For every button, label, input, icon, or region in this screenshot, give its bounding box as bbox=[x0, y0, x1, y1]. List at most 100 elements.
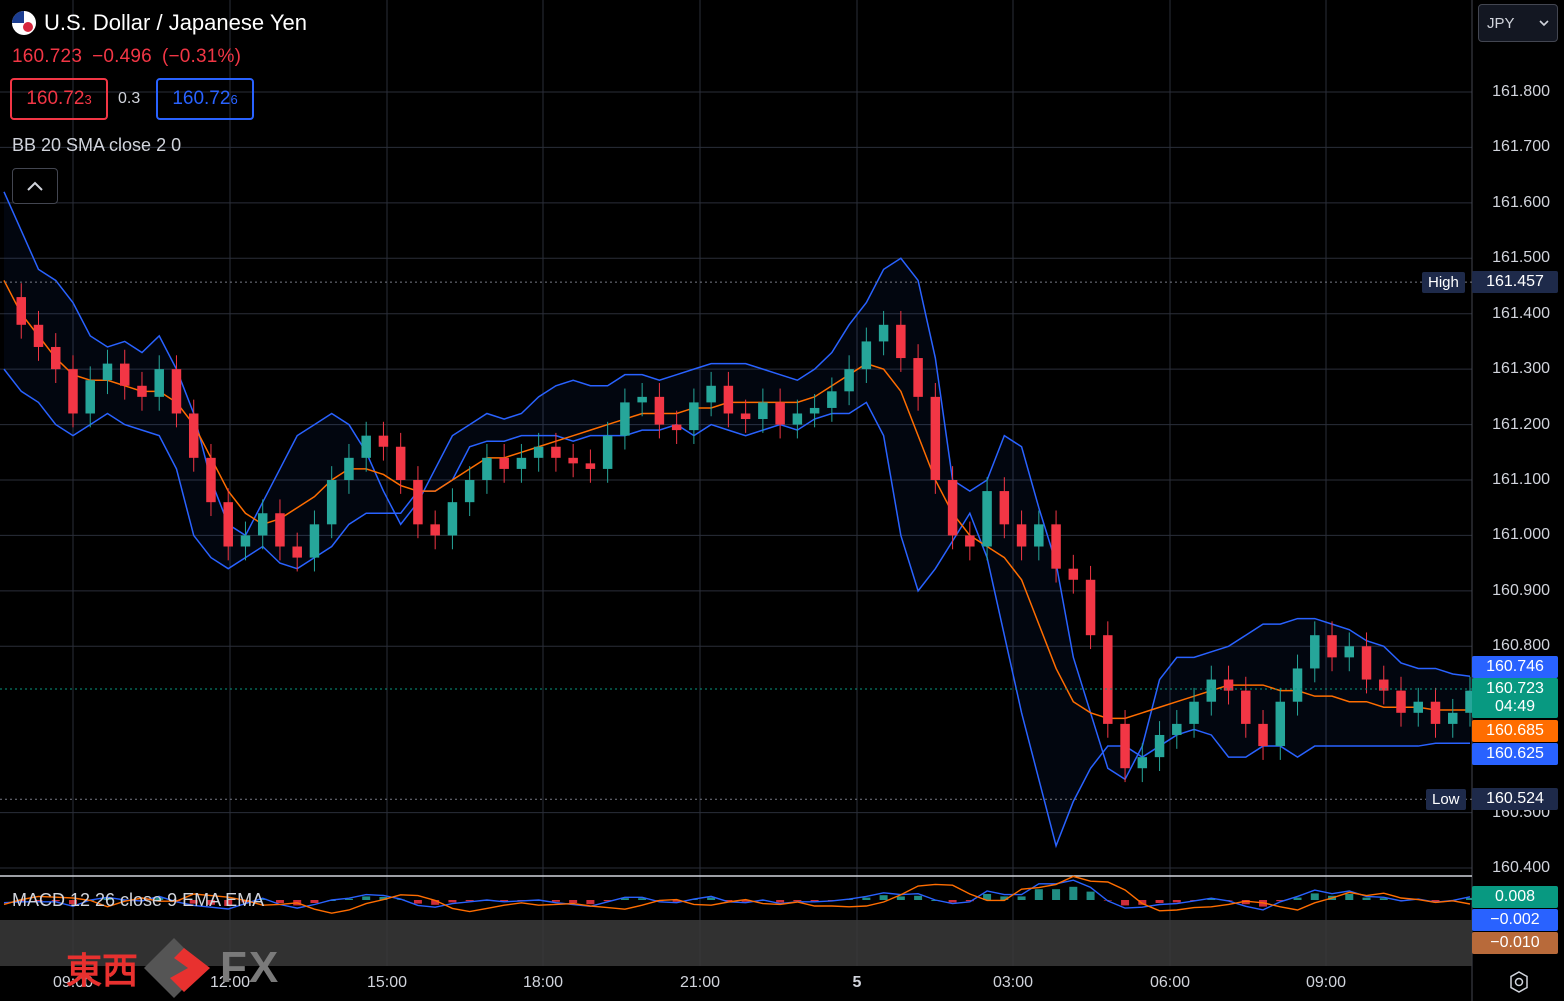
candle-body bbox=[361, 435, 371, 458]
macd-histogram-bar bbox=[68, 900, 77, 905]
candle-body bbox=[533, 446, 544, 458]
candle-body bbox=[171, 369, 182, 414]
candle-body bbox=[516, 457, 527, 469]
candle-body bbox=[878, 324, 889, 342]
logo-fx-text: FX bbox=[220, 943, 281, 992]
sell-button[interactable]: 160.72 3 bbox=[10, 78, 108, 120]
candle-body bbox=[1292, 668, 1303, 702]
macd-histogram-bar bbox=[1466, 897, 1474, 900]
macd-histogram-bar bbox=[603, 900, 612, 902]
candle-body bbox=[1103, 635, 1113, 724]
chevron-up-icon bbox=[27, 181, 43, 191]
candle-body bbox=[16, 297, 26, 325]
macd-histogram-bar bbox=[413, 900, 422, 904]
candle-body bbox=[775, 402, 785, 425]
macd-histogram-bar bbox=[1121, 900, 1130, 906]
current-price-value: 160.723 bbox=[1486, 680, 1544, 697]
candle-body bbox=[344, 457, 354, 480]
macd-histogram-bar bbox=[1241, 900, 1250, 905]
candle-body bbox=[464, 480, 475, 503]
macd-histogram-bar bbox=[1207, 898, 1216, 900]
price-axis-label: 161.100 bbox=[1492, 471, 1550, 488]
collapse-legend-button[interactable] bbox=[12, 168, 58, 204]
time-label: 12:00 bbox=[209, 974, 251, 991]
candle-body bbox=[154, 369, 164, 397]
candle-body bbox=[1413, 701, 1424, 713]
candle-body bbox=[792, 413, 803, 425]
candle-body bbox=[654, 396, 665, 425]
macd-histogram-bar bbox=[465, 900, 474, 902]
macd-line-tag: −0.002 bbox=[1472, 909, 1558, 931]
candle-body bbox=[137, 385, 147, 397]
chevron-down-icon bbox=[1539, 20, 1549, 27]
macd-histogram-bar bbox=[1431, 900, 1440, 902]
symbol-title[interactable]: U.S. Dollar / Japanese Yen bbox=[44, 10, 307, 35]
candle-body bbox=[326, 480, 337, 525]
price-change-pct: (−0.31%) bbox=[161, 46, 242, 67]
candle-body bbox=[844, 369, 854, 392]
candle-body bbox=[1223, 679, 1234, 691]
time-label: 21:00 bbox=[679, 974, 721, 991]
macd-histogram-bar bbox=[448, 900, 457, 903]
macd-histogram-bar bbox=[569, 900, 578, 903]
price-axis-label: 161.300 bbox=[1492, 360, 1550, 378]
candle-body bbox=[602, 435, 613, 469]
macd-histogram-bar bbox=[1000, 896, 1009, 900]
logo-diamond-icon bbox=[144, 938, 211, 998]
candle-body bbox=[930, 396, 941, 480]
candle-body bbox=[430, 524, 440, 536]
price-axis-label: 161.200 bbox=[1492, 415, 1550, 433]
bar-countdown: 04:49 bbox=[1494, 698, 1536, 715]
candle-body bbox=[50, 346, 61, 370]
buy-button[interactable]: 160.72 6 bbox=[156, 78, 254, 120]
macd-histogram-bar bbox=[1017, 896, 1026, 900]
currency-select[interactable]: JPY bbox=[1478, 4, 1558, 42]
candle-body bbox=[1137, 757, 1148, 769]
macd-histogram-bar bbox=[586, 900, 595, 905]
candle-body bbox=[671, 424, 682, 431]
macd-histogram-bar bbox=[189, 900, 198, 904]
macd-histogram-bar bbox=[379, 897, 388, 900]
candle-body bbox=[309, 524, 320, 558]
time-label: 03:00 bbox=[992, 974, 1034, 991]
candle-body bbox=[1430, 701, 1441, 724]
macd-histogram-bar bbox=[896, 896, 905, 900]
macd-histogram-bar bbox=[310, 900, 319, 903]
candle-body bbox=[447, 502, 458, 536]
macd-histogram-bar bbox=[1362, 897, 1371, 900]
macd-histogram-bar bbox=[793, 900, 802, 902]
time-label: 09:00 bbox=[1305, 974, 1347, 991]
candle-body bbox=[206, 457, 216, 503]
candle-body bbox=[1241, 690, 1251, 724]
macd-histogram-bar bbox=[34, 900, 43, 902]
macd-histogram-bar bbox=[914, 895, 923, 900]
macd-histogram-bar bbox=[51, 900, 60, 902]
macd-histogram-bar bbox=[155, 897, 164, 900]
macd-histogram-bar bbox=[707, 897, 716, 900]
candle-body bbox=[861, 341, 872, 370]
macd-histogram-bar bbox=[1379, 898, 1388, 900]
candle-body bbox=[223, 502, 233, 547]
candle-body bbox=[119, 363, 130, 386]
candle-body bbox=[1327, 635, 1337, 658]
candle-body bbox=[551, 446, 561, 458]
time-axis[interactable]: 09:00 12:00 15:00 18:00 21:00 5 03:00 06… bbox=[0, 966, 1472, 1001]
macd-histogram-tag: 0.008 bbox=[1472, 886, 1558, 908]
price-axis-label: 161.700 bbox=[1492, 138, 1550, 156]
macd-histogram-bar bbox=[206, 900, 215, 905]
price-axis-label: 161.800 bbox=[1492, 83, 1550, 100]
macd-legend[interactable]: MACD 12 26 close 9 EMA EMA bbox=[12, 890, 265, 910]
macd-histogram-bar bbox=[275, 900, 284, 903]
candle-body bbox=[33, 324, 44, 347]
macd-histogram-bar bbox=[500, 900, 509, 902]
bollinger-fill bbox=[4, 191, 1470, 846]
macd-signal-line bbox=[3, 875, 1471, 914]
settings-icon[interactable] bbox=[1508, 971, 1530, 993]
macd-histogram-bar bbox=[224, 900, 233, 906]
broker-logo: 東西 FX bbox=[66, 938, 280, 998]
bollinger-bands-legend[interactable]: BB 20 SMA close 2 0 bbox=[12, 135, 182, 155]
macd-histogram-bar bbox=[362, 896, 371, 900]
candle-body bbox=[188, 413, 199, 458]
price-change-line: 160.723 −0.496 (−0.31%) bbox=[12, 46, 251, 68]
